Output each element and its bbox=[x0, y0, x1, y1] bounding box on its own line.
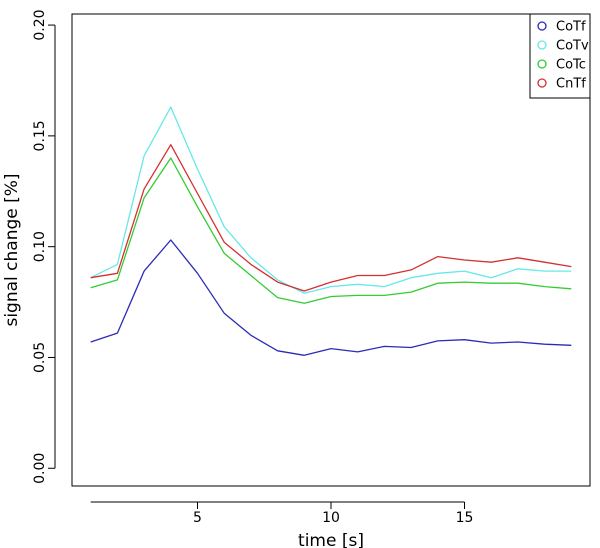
legend-marker-CoTc bbox=[537, 59, 547, 69]
legend-label-CoTv: CoTv bbox=[556, 39, 589, 54]
y-tick-label: 0.00 bbox=[32, 453, 48, 484]
legend-marker-CoTf bbox=[537, 21, 547, 31]
plot-frame bbox=[71, 13, 591, 487]
series-line-CoTv bbox=[90, 106, 572, 294]
series-layer bbox=[90, 106, 572, 356]
y-axis-label: signal change [%] bbox=[2, 173, 22, 326]
series-line-CoTc bbox=[90, 157, 572, 304]
legend-label-CoTc: CoTc bbox=[556, 58, 586, 73]
series-line-CoTf bbox=[90, 239, 572, 356]
y-tick-label: 0.20 bbox=[32, 9, 48, 40]
x-tick-label: 15 bbox=[456, 510, 474, 526]
y-axis: 0.00 0.05 0.10 0.15 0.20 bbox=[32, 9, 56, 484]
y-tick-label: 0.05 bbox=[32, 342, 48, 373]
legend-marker-CnTf bbox=[537, 78, 547, 88]
x-tick-label: 5 bbox=[193, 510, 202, 526]
legend-marker-CoTv bbox=[537, 40, 547, 50]
legend: CoTf CoTv CoTc CnTf bbox=[529, 13, 591, 99]
y-tick-label: 0.15 bbox=[32, 120, 48, 151]
y-tick-label: 0.10 bbox=[32, 231, 48, 262]
x-axis: 5 10 15 bbox=[90, 501, 474, 526]
legend-label-CnTf: CnTf bbox=[556, 77, 586, 92]
series-line-CnTf bbox=[90, 144, 572, 292]
legend-box bbox=[529, 13, 591, 99]
x-axis-label: time [s] bbox=[298, 531, 364, 548]
legend-label-CoTf: CoTf bbox=[556, 20, 586, 35]
x-tick-label: 10 bbox=[322, 510, 340, 526]
